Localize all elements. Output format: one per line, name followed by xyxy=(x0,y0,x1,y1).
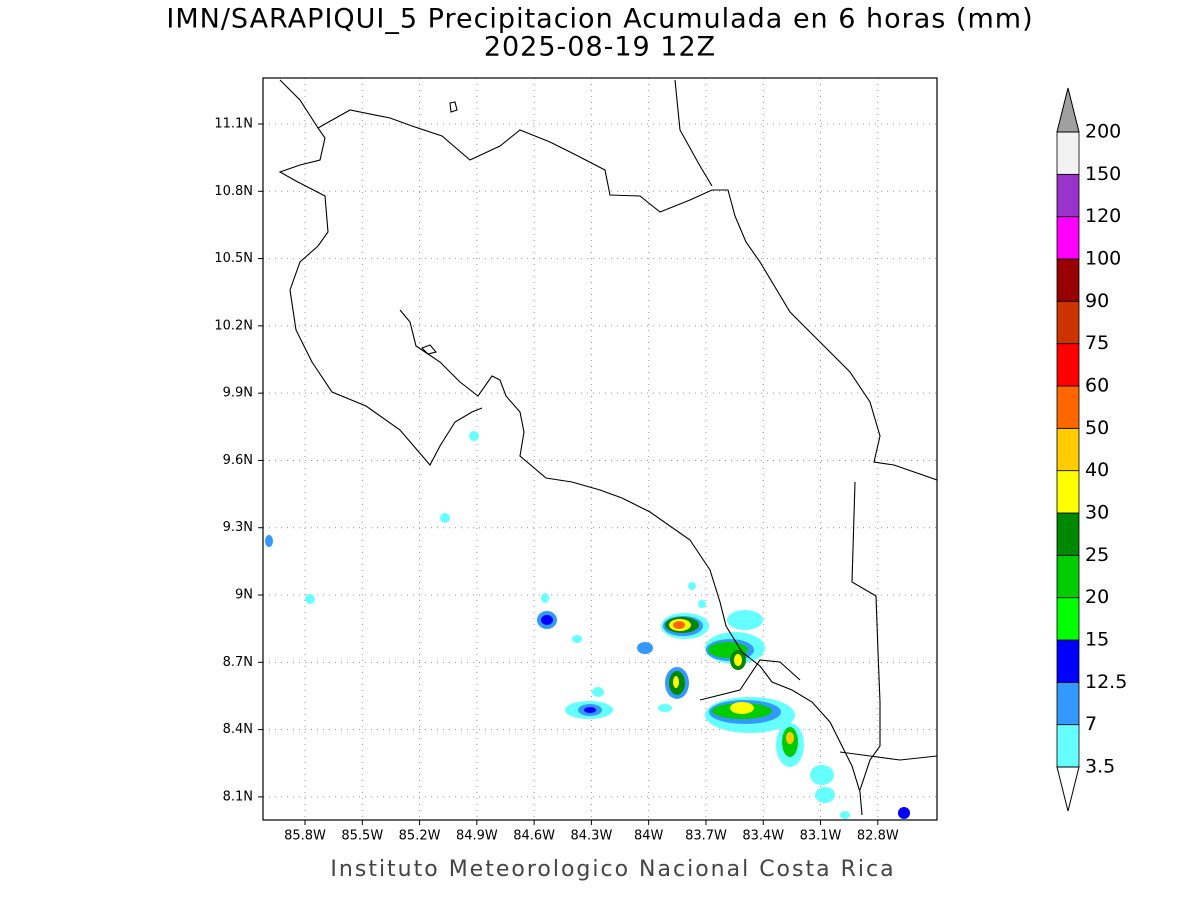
colorbar-box xyxy=(1056,554,1080,599)
x-tick-label: 83.7W xyxy=(685,829,727,844)
x-tick-label: 85.2W xyxy=(399,829,441,844)
x-tick-label: 85.8W xyxy=(284,829,326,844)
colorbar-box xyxy=(1056,512,1080,556)
x-tick-label: 84W xyxy=(634,829,664,844)
y-tick-label: 9.6N xyxy=(223,453,253,468)
colorbar-box xyxy=(1056,639,1080,683)
colorbar-label: 50 xyxy=(1085,417,1109,439)
colorbar-box xyxy=(1056,258,1080,302)
y-tick-label: 9N xyxy=(235,588,253,603)
colorbar-box xyxy=(1056,343,1080,387)
colorbar-box xyxy=(1056,681,1080,726)
y-tick-label: 11.1N xyxy=(214,116,253,131)
colorbar-label: 30 xyxy=(1085,502,1109,524)
colorbar-label: 100 xyxy=(1085,248,1121,270)
x-tick-label: 83.4W xyxy=(742,829,784,844)
colorbar-box xyxy=(1056,597,1080,641)
x-tick-label: 84.3W xyxy=(571,829,613,844)
colorbar-box xyxy=(1056,724,1080,768)
colorbar-box xyxy=(1056,216,1080,260)
title: IMN/SARAPIQUI_5 Precipitacion Acumulada … xyxy=(166,4,1033,35)
colorbar: 3.5 7 12.5 15 20 25 30 40 50 60 75 90 100 120 150 200 xyxy=(1056,87,1127,812)
footer: Instituto Meteorologico Nacional Costa R… xyxy=(330,857,895,882)
y-tick-label: 8.7N xyxy=(223,655,253,670)
x-tick-label: 83.1W xyxy=(800,829,842,844)
colorbar-label: 40 xyxy=(1085,459,1109,481)
colorbar-over xyxy=(1056,87,1080,133)
y-tick-label: 10.8N xyxy=(214,184,253,199)
grid xyxy=(263,78,937,820)
coastline xyxy=(278,79,937,816)
colorbar-label: 200 xyxy=(1085,121,1121,143)
colorbar-label: 15 xyxy=(1085,629,1109,651)
colorbar-label: 120 xyxy=(1085,205,1121,227)
x-tick-label: 84.9W xyxy=(456,829,498,844)
x-tick-label: 85.5W xyxy=(341,829,383,844)
subtitle: 2025-08-19 12Z xyxy=(484,32,716,63)
colorbar-box xyxy=(1056,173,1080,218)
colorbar-box xyxy=(1056,385,1080,429)
colorbar-label: 25 xyxy=(1085,544,1109,566)
y-tick-label: 9.9N xyxy=(223,386,253,401)
colorbar-label: 75 xyxy=(1085,332,1109,354)
x-tick-label: 84.6W xyxy=(513,829,555,844)
y-tick-label: 8.4N xyxy=(223,722,253,737)
colorbar-label: 7 xyxy=(1085,713,1097,735)
x-tick-label: 82.8W xyxy=(857,829,899,844)
map-frame xyxy=(262,77,938,821)
y-tick-label: 10.2N xyxy=(214,318,253,333)
precip-field xyxy=(265,79,937,819)
y-tick-label: 8.1N xyxy=(223,789,253,804)
colorbar-under xyxy=(1056,766,1080,812)
colorbar-label: 3.5 xyxy=(1085,756,1115,778)
colorbar-label: 90 xyxy=(1085,290,1109,312)
axes: 85.8W 85.5W 85.2W 84.9W 84.6W 84.3W 84W 83.7W 83… xyxy=(214,116,899,843)
precip-blob xyxy=(265,431,910,819)
colorbar-label: 20 xyxy=(1085,586,1109,608)
colorbar-box xyxy=(1056,427,1080,472)
y-tick-label: 9.3N xyxy=(223,520,253,535)
colorbar-box xyxy=(1056,131,1080,175)
colorbar-box xyxy=(1056,300,1080,345)
y-tick-label: 10.5N xyxy=(214,251,253,266)
colorbar-label: 12.5 xyxy=(1085,671,1127,693)
colorbar-box xyxy=(1056,470,1080,514)
colorbar-label: 150 xyxy=(1085,163,1121,185)
colorbar-label: 60 xyxy=(1085,375,1109,397)
